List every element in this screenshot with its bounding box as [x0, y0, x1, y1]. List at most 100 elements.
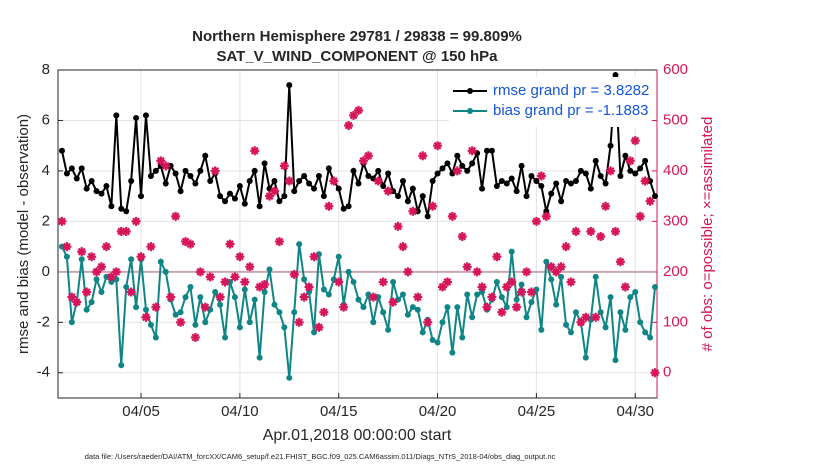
point	[444, 160, 451, 167]
y2-tick-label: 0	[663, 364, 671, 381]
point	[88, 299, 95, 306]
point	[276, 198, 283, 205]
obs-marker	[329, 176, 339, 186]
obs-marker	[601, 201, 611, 211]
point	[202, 319, 209, 326]
point	[271, 301, 278, 308]
obs-marker	[116, 226, 126, 236]
obs-marker	[462, 262, 472, 272]
point	[261, 289, 268, 296]
point	[498, 178, 505, 185]
obs-marker	[176, 317, 186, 327]
obs-marker	[507, 277, 517, 287]
point	[582, 170, 589, 177]
obs-marker	[279, 161, 289, 171]
obs-marker	[556, 262, 566, 272]
point	[192, 180, 199, 187]
obs-marker	[358, 156, 368, 166]
point	[172, 311, 179, 318]
point	[528, 299, 535, 306]
obs-marker	[299, 292, 309, 302]
point	[142, 112, 149, 119]
point	[202, 152, 209, 159]
obs-marker	[67, 292, 77, 302]
obs-marker	[620, 282, 630, 292]
obs-marker	[62, 242, 72, 252]
obs-marker	[423, 317, 433, 327]
obs-marker	[373, 176, 383, 186]
point	[493, 183, 500, 190]
point	[118, 362, 125, 369]
obs-marker	[151, 302, 161, 312]
point	[617, 309, 624, 316]
point	[434, 170, 441, 177]
obs-marker	[512, 302, 522, 312]
obs-marker	[294, 317, 304, 327]
point	[236, 324, 243, 331]
obs-marker	[225, 239, 235, 249]
point	[157, 258, 164, 265]
point	[454, 152, 461, 159]
point	[380, 309, 387, 316]
obs-marker	[502, 282, 512, 292]
point	[503, 304, 510, 311]
point	[429, 336, 436, 343]
obs-marker	[314, 322, 324, 332]
point	[424, 213, 431, 220]
point	[375, 167, 382, 174]
point	[167, 162, 174, 169]
point	[479, 185, 486, 192]
obs-marker	[92, 267, 102, 277]
point	[518, 281, 525, 288]
point	[177, 309, 184, 316]
point	[459, 334, 466, 341]
point	[231, 195, 238, 202]
obs-marker	[408, 206, 418, 216]
point	[271, 178, 278, 185]
point	[133, 304, 140, 311]
legend-marker	[467, 88, 473, 94]
obs-marker	[131, 216, 141, 226]
obs-marker	[195, 267, 205, 277]
point	[419, 193, 426, 200]
obs-marker	[235, 252, 245, 262]
obs-marker	[403, 267, 413, 277]
obs-marker	[344, 121, 354, 131]
point	[261, 160, 268, 167]
obs-marker	[487, 292, 497, 302]
point	[162, 180, 169, 187]
obs-marker	[393, 221, 403, 231]
point	[68, 165, 75, 172]
point	[414, 306, 421, 313]
point	[251, 167, 258, 174]
point	[627, 167, 634, 174]
point	[602, 324, 609, 331]
point	[370, 319, 377, 326]
obs-marker	[185, 239, 195, 249]
obs-marker	[240, 277, 250, 287]
point	[197, 167, 204, 174]
obs-marker	[378, 277, 388, 287]
point	[414, 208, 421, 215]
point	[543, 258, 550, 265]
point	[142, 306, 149, 313]
point	[647, 178, 654, 185]
point	[538, 183, 545, 190]
y2-tick-label: 300	[663, 212, 688, 229]
y2-tick-label: 400	[663, 162, 688, 179]
point	[217, 301, 224, 308]
point	[439, 165, 446, 172]
obs-marker	[368, 292, 378, 302]
obs-marker	[265, 191, 275, 201]
point	[355, 296, 362, 303]
obs-marker	[245, 262, 255, 272]
obs-marker	[111, 267, 121, 277]
y2-tick-label: 600	[663, 61, 688, 78]
obs-marker	[96, 262, 106, 272]
legend-label: rmse grand pr = 3.8282	[493, 82, 649, 99]
point	[226, 190, 233, 197]
obs-marker	[438, 282, 448, 292]
point	[147, 172, 154, 179]
point	[513, 188, 520, 195]
point	[281, 193, 288, 200]
